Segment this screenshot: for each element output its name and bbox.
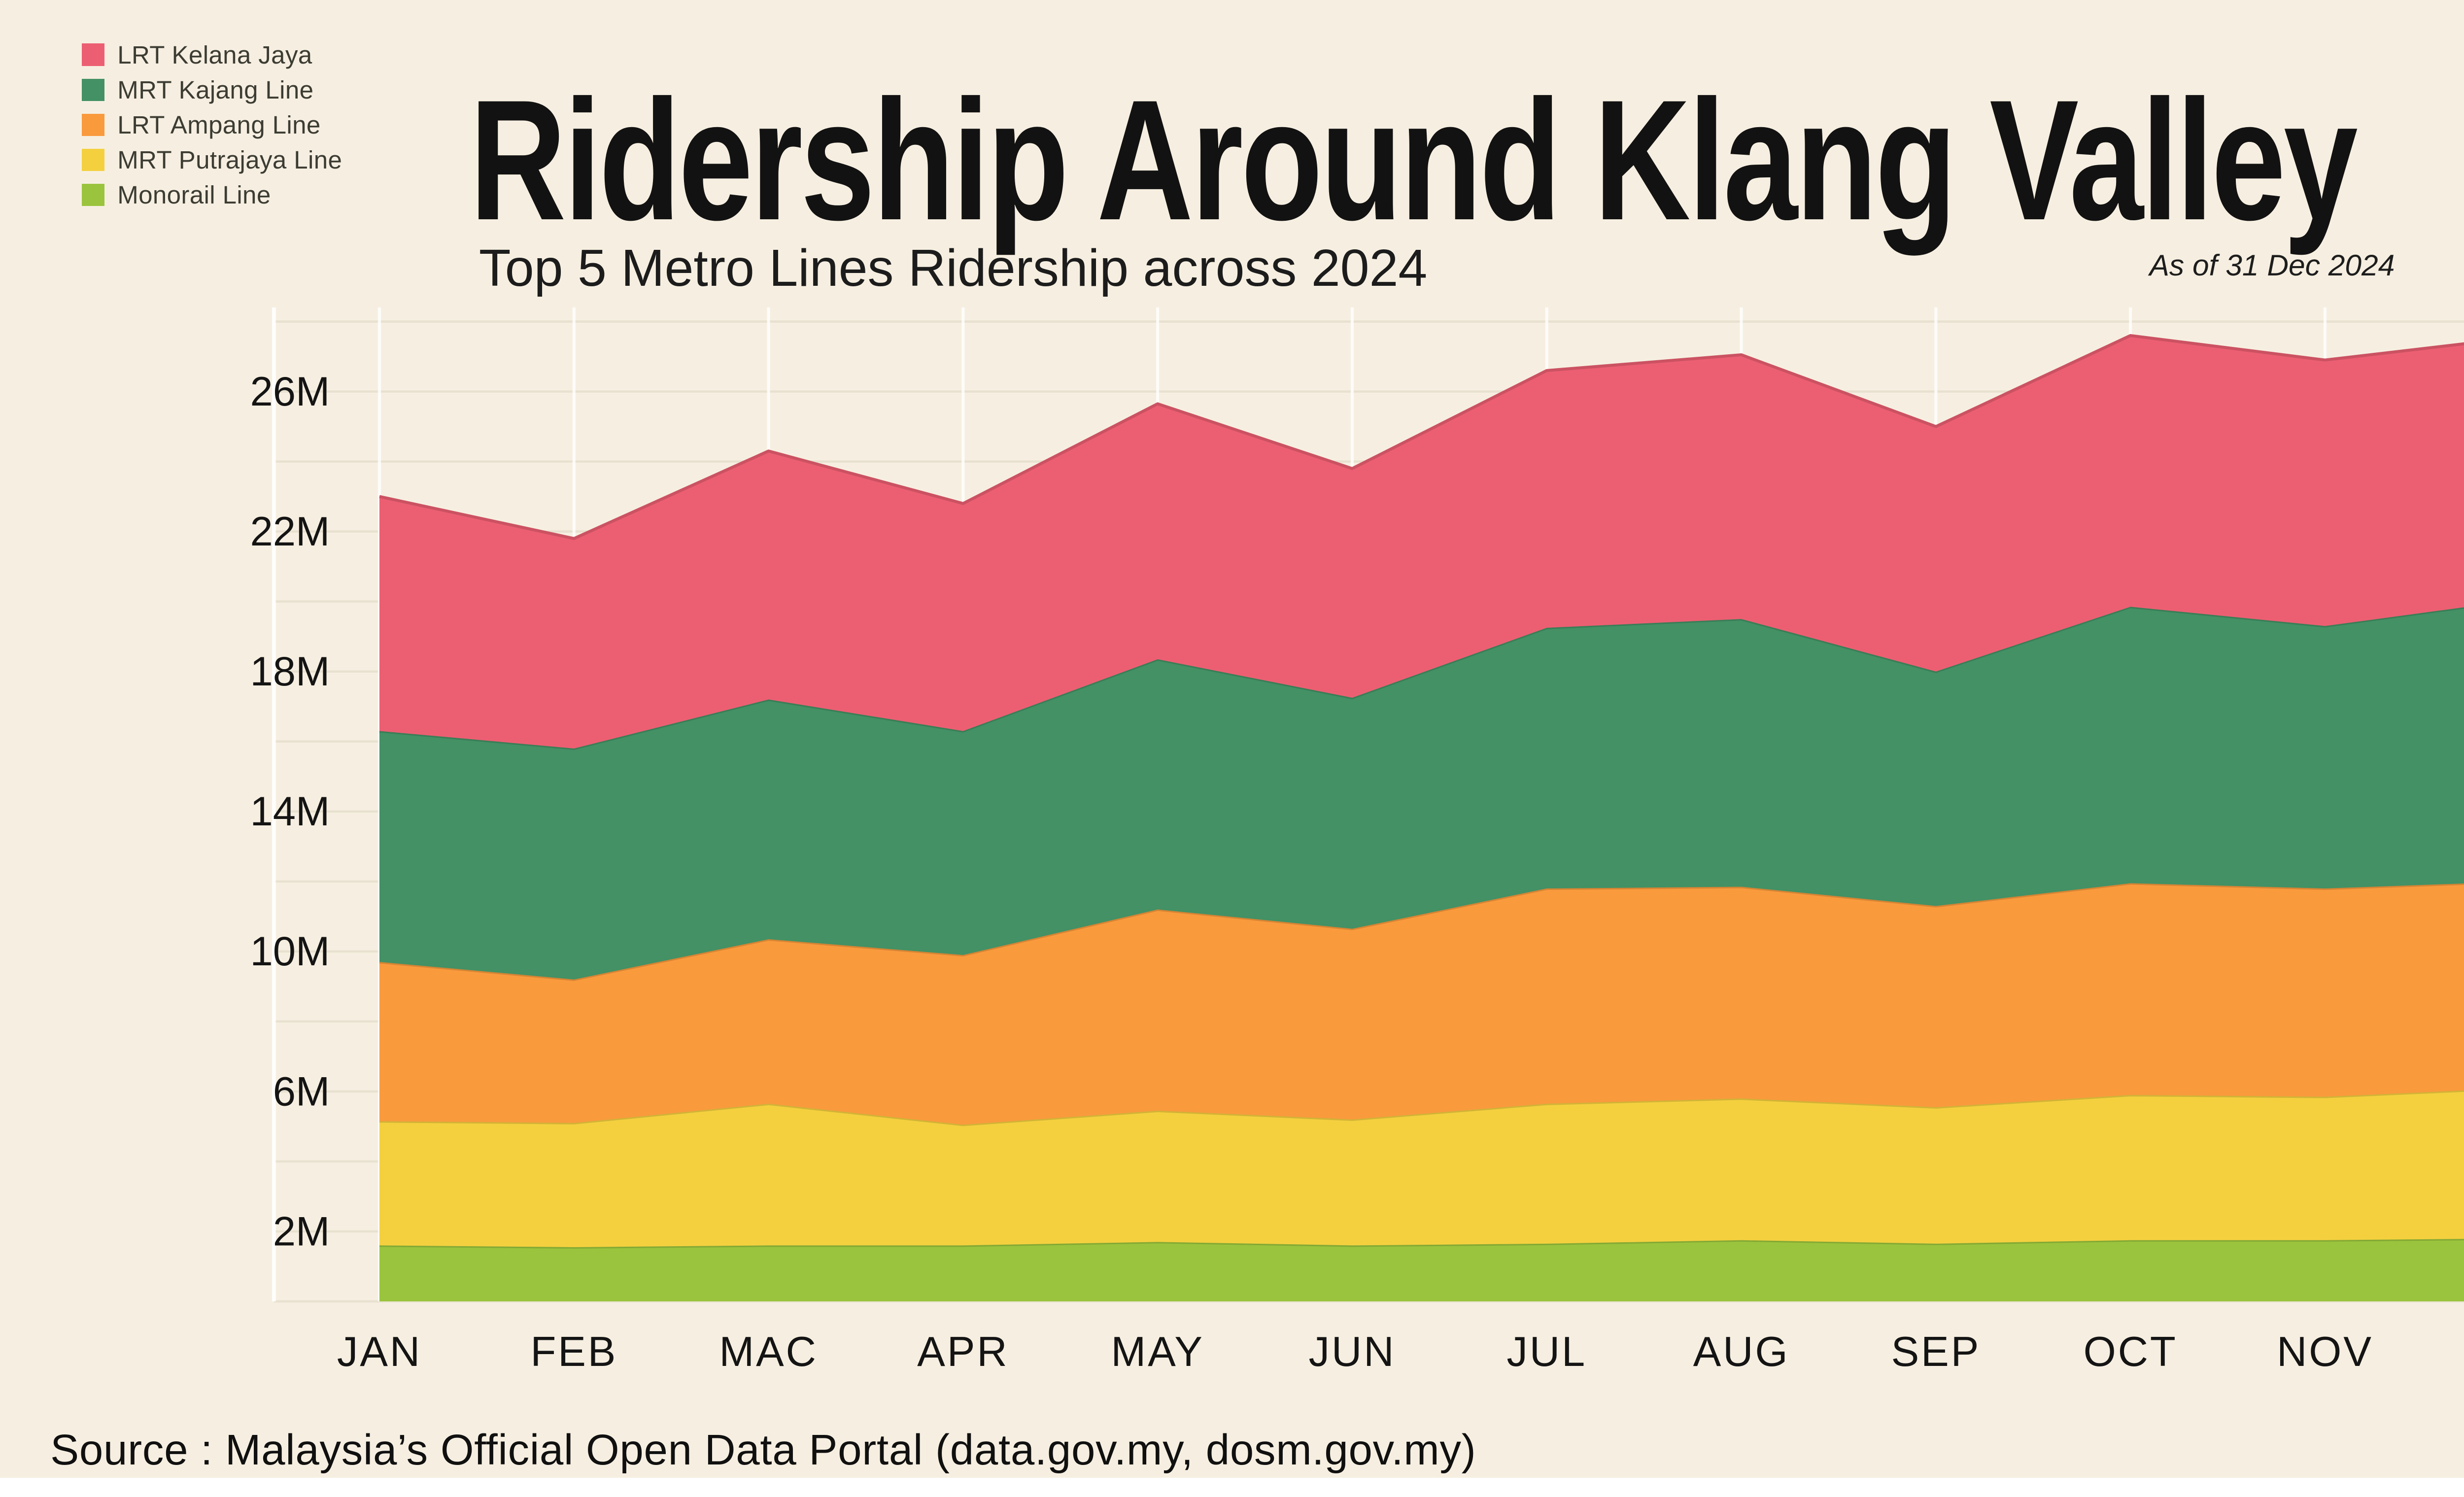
- chart-legend: LRT Kelana Jaya MRT Kajang Line LRT Ampa…: [82, 37, 342, 212]
- legend-label: Monorail Line: [117, 181, 271, 209]
- area-lrt-kelana-jaya: [379, 335, 2464, 748]
- month-label-jan: JAN: [337, 1328, 422, 1375]
- bottom-white-strip: [0, 1477, 2464, 1497]
- month-label-apr: APR: [917, 1328, 1009, 1375]
- month-label-nov: NOV: [2277, 1328, 2373, 1375]
- month-label-mac: MAC: [719, 1328, 818, 1375]
- area-mrt-putrajaya-line: [379, 1090, 2464, 1247]
- legend-item-lrt-ampang-line: LRT Ampang Line: [82, 107, 342, 142]
- area-mrt-kajang-line: [379, 607, 2464, 980]
- ytick-label-18m: 18M: [250, 648, 330, 694]
- page-subtitle: Top 5 Metro Lines Ridership across 2024: [479, 239, 1428, 298]
- legend-item-monorail-line: Monorail Line: [82, 177, 342, 212]
- legend-item-mrt-putrajaya-line: MRT Putrajaya Line: [82, 142, 342, 177]
- legend-label: MRT Putrajaya Line: [117, 145, 342, 174]
- ytick-label-2m: 2M: [273, 1208, 330, 1254]
- month-label-sep: SEP: [1891, 1328, 1981, 1375]
- legend-item-lrt-kelana-jaya: LRT Kelana Jaya: [82, 37, 342, 72]
- legend-label: LRT Kelana Jaya: [117, 40, 312, 69]
- month-label-may: MAY: [1111, 1328, 1204, 1375]
- month-label-oct: OCT: [2084, 1328, 2178, 1375]
- month-label-feb: FEB: [530, 1328, 617, 1375]
- legend-swatch-lrt-kelana-jaya-icon: [82, 43, 104, 66]
- legend-swatch-mrt-kajang-line-icon: [82, 78, 104, 101]
- ytick-label-10m: 10M: [250, 928, 330, 974]
- month-label-jul: JUL: [1506, 1328, 1587, 1375]
- ytick-label-6m: 6M: [273, 1068, 330, 1114]
- legend-label: MRT Kajang Line: [117, 75, 314, 104]
- legend-swatch-mrt-putrajaya-line-icon: [82, 148, 104, 171]
- area-edge-lrt-kelana-jaya: [379, 334, 2464, 540]
- legend-swatch-monorail-line-icon: [82, 183, 104, 206]
- legend-item-mrt-kajang-line: MRT Kajang Line: [82, 72, 342, 107]
- legend-label: LRT Ampang Line: [117, 110, 321, 139]
- legend-swatch-lrt-ampang-line-icon: [82, 113, 104, 136]
- ytick-label-26m: 26M: [250, 369, 330, 414]
- month-label-aug: AUG: [1693, 1328, 1790, 1375]
- area-lrt-ampang-line: [379, 883, 2464, 1125]
- month-label-jun: JUN: [1309, 1328, 1396, 1375]
- as-of-date: As of 31 Dec 2024: [2149, 248, 2395, 282]
- source-note: Source : Malaysia’s Official Open Data P…: [50, 1426, 1476, 1474]
- area-monorail-line: [379, 1239, 2464, 1302]
- ytick-label-22m: 22M: [250, 509, 330, 554]
- page-title: Ridership Around Klang Valley: [469, 64, 2358, 256]
- ytick-label-14m: 14M: [250, 788, 330, 834]
